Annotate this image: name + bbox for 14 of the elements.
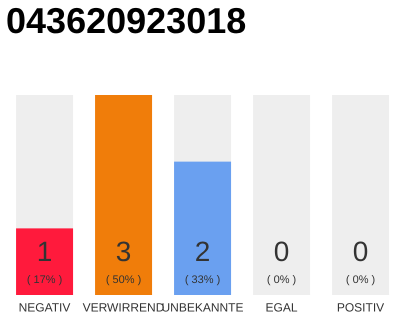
data-label: 3 [116,236,132,267]
annotation: ( 33% ) [184,274,220,286]
x-tick-label: EGAL [265,300,298,315]
data-label: 0 [352,236,368,267]
data-label: 0 [274,236,290,267]
x-tick-label: NEGATIV [18,300,70,315]
annotation: ( 50% ) [106,274,142,286]
chart-title: 043620923018 [6,0,246,42]
data-label: 2 [194,236,210,267]
annotation: ( 0% ) [266,274,296,286]
x-tick-label: POSITIV [336,300,384,315]
annotation: ( 17% ) [26,274,62,286]
data-label: 1 [36,236,52,267]
annotation: ( 0% ) [346,274,376,286]
